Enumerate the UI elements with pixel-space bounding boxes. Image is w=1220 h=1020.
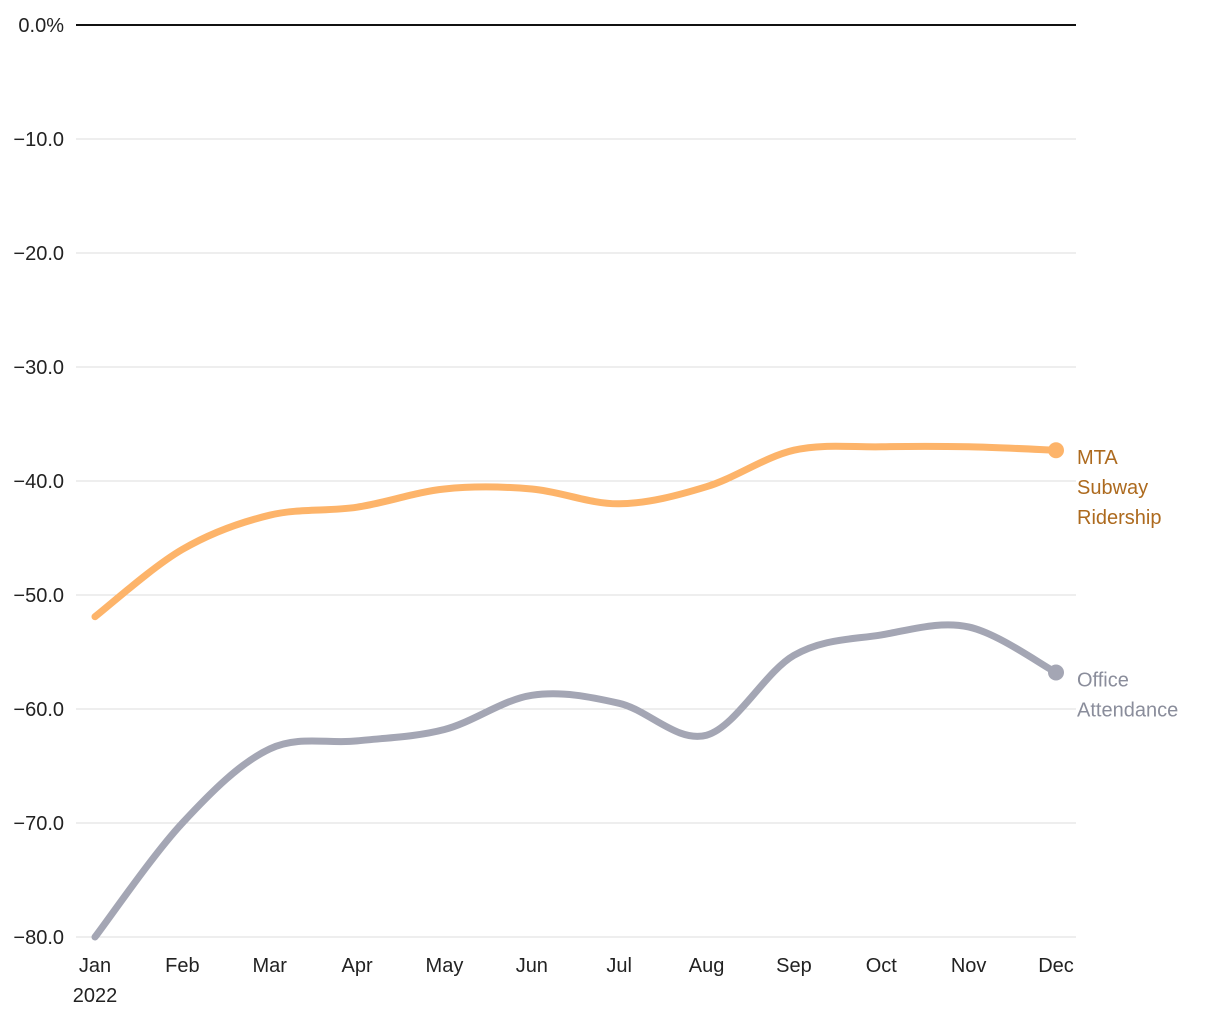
x-tick-label: Jul [606, 955, 632, 977]
x-year-label: 2022 [73, 985, 118, 1007]
x-axis-ticks: Jan Feb Mar Apr May Jun Jul Aug Sep Oct Nov Dec 2022 [73, 955, 1074, 1007]
y-tick-label: 0.0% [18, 15, 64, 37]
y-tick-label: −40.0 [13, 471, 64, 493]
x-tick-label: Mar [253, 955, 288, 977]
y-axis-ticks: 0.0% −10.0 −20.0 −30.0 −40.0 −50.0 −60.0 −70.0 −… [13, 15, 64, 949]
series-end-marker-mta-subway-ridership [1048, 442, 1064, 459]
x-tick-label: Nov [951, 955, 987, 977]
x-tick-label: Oct [866, 955, 898, 977]
y-tick-label: −80.0 [13, 927, 64, 949]
x-tick-label: May [426, 955, 464, 977]
y-tick-label: −30.0 [13, 357, 64, 379]
series-label-mta-subway-ridership: MTA Subway Ridership [1077, 447, 1161, 529]
series-label-office-attendance: Office Attendance [1077, 670, 1178, 722]
y-tick-label: −10.0 [13, 129, 64, 151]
series-label-line: Ridership [1077, 507, 1161, 529]
series-labels: MTA Subway Ridership Office Attendance [1077, 447, 1178, 721]
series-end-marker-office-attendance [1048, 664, 1064, 681]
y-tick-label: −50.0 [13, 585, 64, 607]
y-tick-label: −60.0 [13, 699, 64, 721]
x-tick-label: Jan [79, 955, 111, 977]
y-tick-label: −20.0 [13, 243, 64, 265]
series-line-mta-subway-ridership [91, 442, 1060, 621]
x-tick-label: Feb [165, 955, 199, 977]
series-label-line: Office [1077, 670, 1129, 692]
gridlines [76, 24, 1076, 938]
series-label-line: MTA [1077, 447, 1118, 469]
x-tick-label: Sep [776, 955, 812, 977]
x-tick-label: Apr [342, 955, 373, 977]
series-label-line: Subway [1077, 477, 1148, 499]
x-tick-label: Dec [1038, 955, 1074, 977]
series-line-office-attendance [91, 621, 1060, 941]
y-tick-label: −70.0 [13, 813, 64, 835]
x-tick-label: Jun [516, 955, 548, 977]
series-lines [91, 442, 1064, 941]
x-tick-label: Aug [689, 955, 725, 977]
series-label-line: Attendance [1077, 700, 1178, 722]
